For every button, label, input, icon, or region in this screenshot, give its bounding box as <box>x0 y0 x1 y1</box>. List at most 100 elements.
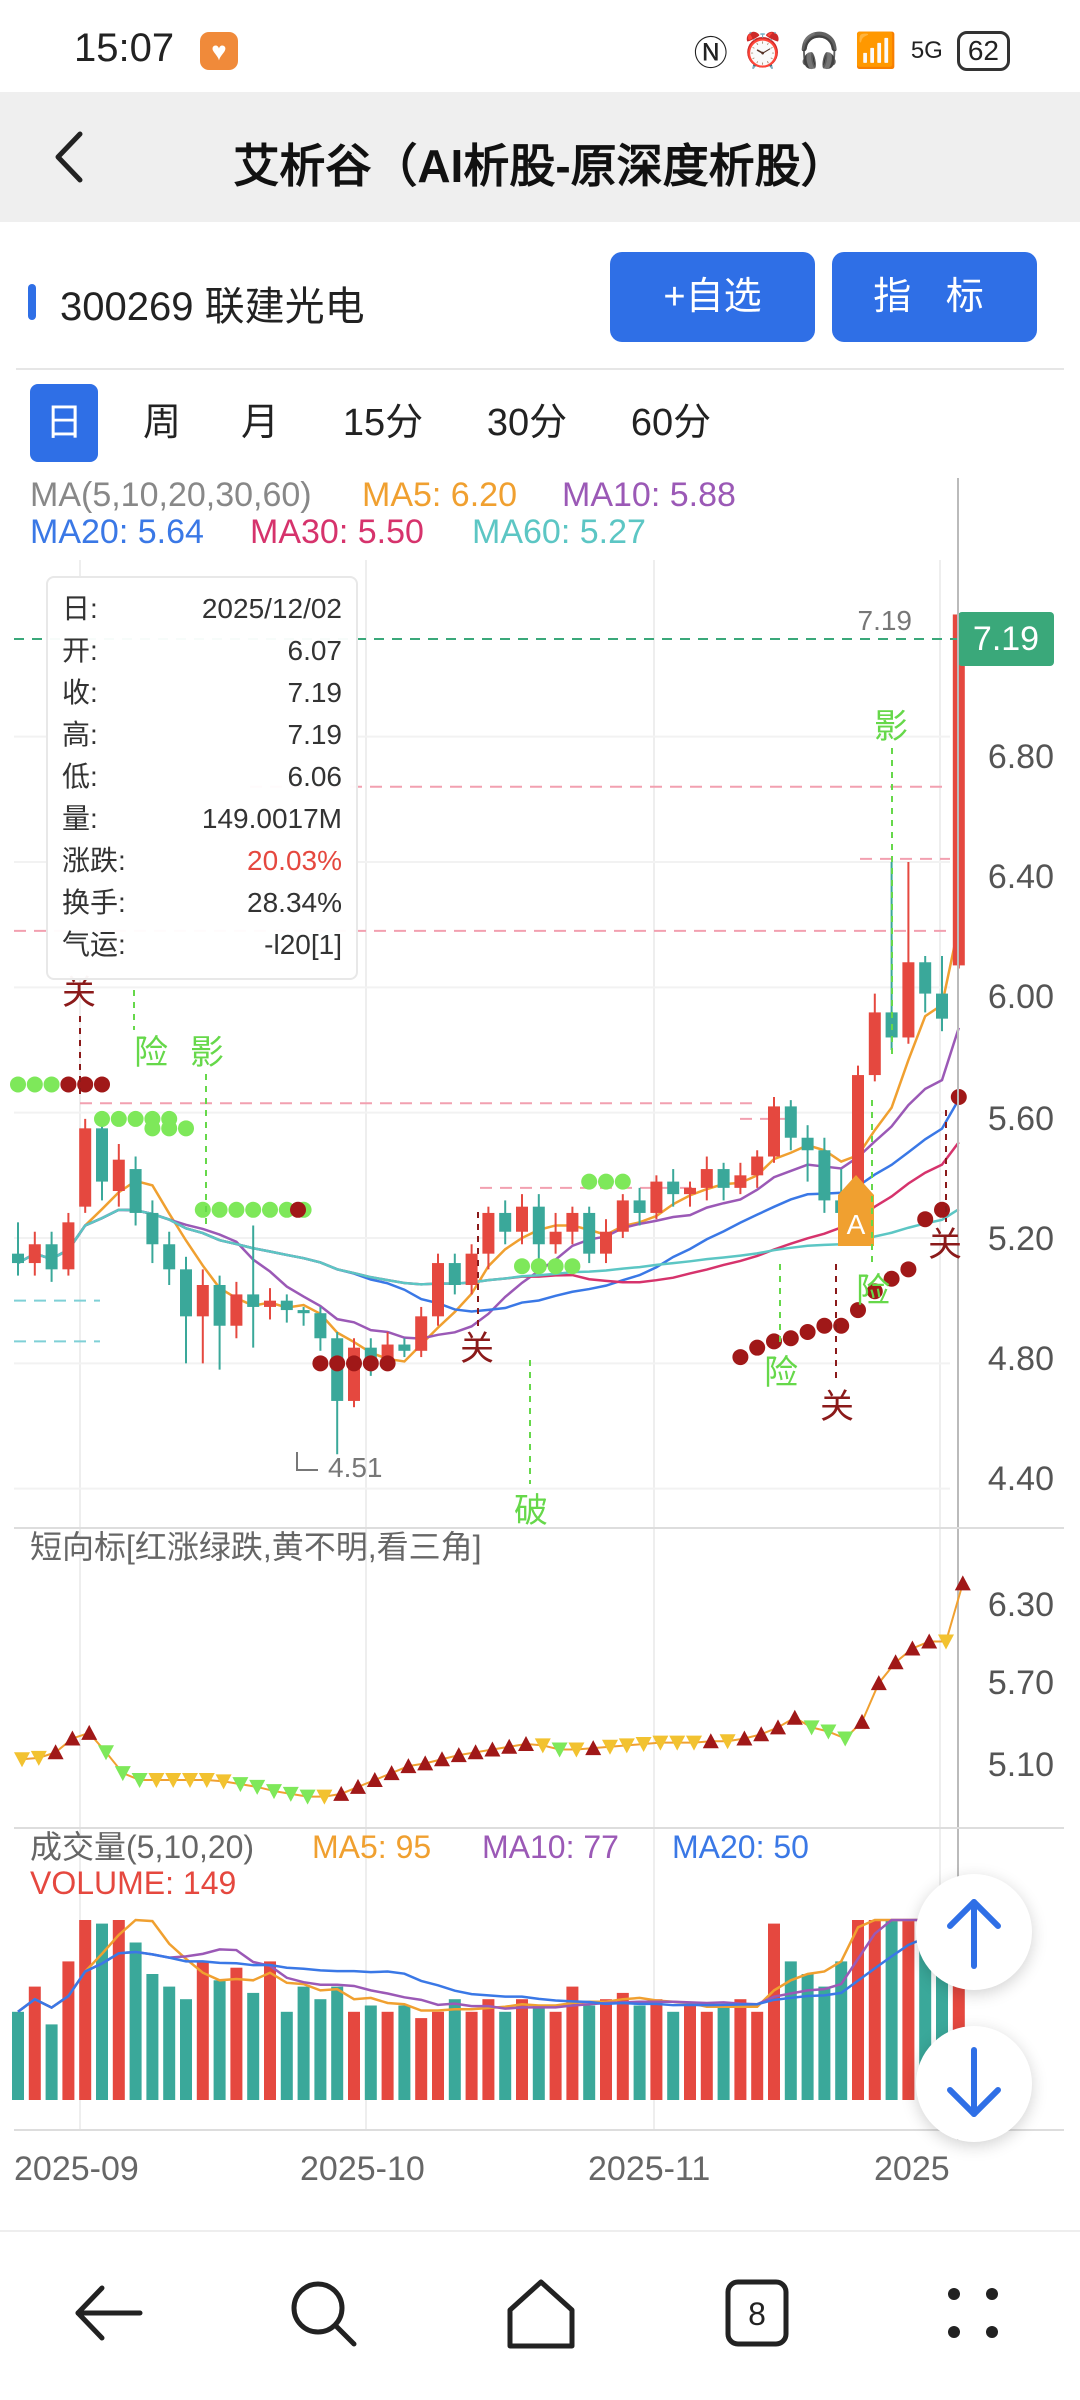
nav-tabs-icon[interactable]: 8 <box>712 2268 802 2358</box>
signal-dot <box>883 1270 900 1287</box>
volume-bar <box>247 1992 260 2100</box>
short-indicator-triangle <box>366 1772 383 1787</box>
price-tick: 4.80 <box>988 1340 1054 1378</box>
volume-bar <box>751 2011 764 2100</box>
short-indicator-triangle <box>131 1773 148 1788</box>
info-row: 量: 149.0017M <box>62 798 342 840</box>
candle-body <box>129 1169 142 1213</box>
volume-bar <box>667 2011 680 2100</box>
volume-bar <box>196 1961 209 2100</box>
signal-dot <box>749 1339 766 1356</box>
short-indicator-triangle <box>333 1785 350 1801</box>
volume-bar <box>230 1967 243 2100</box>
candle-body <box>633 1200 646 1213</box>
signal-dot <box>866 1283 883 1300</box>
candle-body <box>902 962 915 1038</box>
volume-bar <box>398 2005 411 2100</box>
scroll-down-button[interactable] <box>916 2026 1032 2142</box>
short-indicator-triangle <box>400 1758 417 1774</box>
candle-body <box>280 1300 293 1311</box>
signal-dot <box>564 1258 581 1275</box>
page-title: 艾析谷（AI析股-原深度析股） <box>233 140 847 192</box>
candle-body <box>12 1253 24 1264</box>
scroll-up-button[interactable] <box>916 1874 1032 1990</box>
signal-dot <box>934 1201 950 1218</box>
volume-bar <box>448 1999 461 2100</box>
signal-dot <box>262 1201 278 1218</box>
svg-text:8: 8 <box>748 2296 766 2332</box>
volume-title: 成交量(5,10,20) <box>30 1829 254 1865</box>
volume-bar <box>482 1999 495 2100</box>
short-indicator-triangle <box>652 1735 669 1751</box>
ying-label: 影 <box>874 708 908 746</box>
a-signal-label: A <box>847 1209 866 1240</box>
candle-body <box>264 1300 276 1307</box>
back-arrow-icon[interactable] <box>36 122 106 192</box>
short-indicator-triangle <box>518 1736 534 1751</box>
nav-menu-icon[interactable] <box>928 2268 1018 2358</box>
candle-body <box>768 1106 780 1157</box>
indicator-button[interactable]: 指 标 <box>832 252 1037 342</box>
info-value: 7.19 <box>287 677 343 708</box>
price-tick: 6.80 <box>988 738 1054 776</box>
tab-month[interactable]: 月 <box>240 402 279 444</box>
short-indicator-triangle <box>450 1747 467 1763</box>
candle-body <box>532 1206 545 1245</box>
short-indicator-triangle <box>854 1713 870 1729</box>
a-signal-marker <box>838 1175 874 1246</box>
info-key: 低: <box>62 761 98 792</box>
tab-30min[interactable]: 30分 <box>486 402 568 444</box>
price-tick: 4.40 <box>988 1460 1054 1498</box>
info-value: 20.03% <box>247 845 342 876</box>
info-row: 收: 7.19 <box>62 672 342 714</box>
signal-dot <box>178 1120 194 1137</box>
short-indicator-triangle <box>568 1742 585 1758</box>
divider <box>16 368 1064 370</box>
volume-ma5: MA5: 95 <box>312 1829 431 1865</box>
tab-day[interactable]: 日 <box>30 384 98 462</box>
short-indicator-triangle <box>299 1789 316 1805</box>
tab-15min[interactable]: 15分 <box>342 402 424 444</box>
volume-bar <box>600 1999 612 2100</box>
short-indicator-triangle <box>736 1730 753 1746</box>
signal-dot <box>77 1076 94 1093</box>
volume-bar <box>734 1999 747 2100</box>
volume-bar <box>415 2018 428 2100</box>
period-tabs: 日 周 月 15分 30分 60分 <box>0 384 1080 464</box>
volume-bar <box>784 1961 797 2100</box>
guan-label: 关 <box>62 974 96 1012</box>
nav-search-icon[interactable] <box>278 2268 368 2358</box>
candle-body <box>818 1150 831 1201</box>
stock-chart[interactable]: MA(5,10,20,30,60) MA5: 6.20 MA10: 5.88 M… <box>0 0 1080 2230</box>
info-row: 气运: -l20[1] <box>62 924 342 966</box>
nav-back-icon[interactable] <box>62 2268 152 2358</box>
candle-body <box>448 1263 461 1285</box>
signal-dot <box>732 1349 749 1366</box>
volume-bar <box>364 2005 377 2100</box>
volume-current: VOLUME: 149 <box>30 1865 236 1901</box>
nav-home-icon[interactable] <box>496 2268 586 2358</box>
volume-ma10: MA10: 77 <box>482 1829 619 1865</box>
candle-body <box>482 1212 495 1254</box>
current-price-label: 7.19 <box>973 620 1039 658</box>
ma60-line <box>17 1208 960 1286</box>
price-tick: 6.40 <box>988 858 1054 896</box>
signal-dot <box>379 1355 396 1372</box>
volume-bar <box>566 1986 579 2100</box>
candlesticks <box>12 614 965 1455</box>
candle-body <box>96 1128 108 1182</box>
tab-60min[interactable]: 60分 <box>630 402 712 444</box>
app-header: 艾析谷（AI析股-原深度析股） <box>0 92 1080 222</box>
short-indicator-triangle <box>501 1738 518 1754</box>
add-watchlist-button[interactable]: +自选 <box>610 252 815 342</box>
candle-body <box>79 1128 92 1207</box>
signal-dot <box>94 1110 110 1127</box>
short-indicator-triangle <box>81 1724 98 1740</box>
short-indicator-triangle <box>669 1735 686 1751</box>
volume-bar <box>62 1961 75 2100</box>
short-indicator-triangle <box>921 1633 938 1649</box>
volume-bar <box>12 2011 24 2100</box>
tab-week[interactable]: 周 <box>142 402 181 444</box>
short-indicator-triangle <box>820 1724 837 1740</box>
signal-dot <box>346 1355 362 1372</box>
